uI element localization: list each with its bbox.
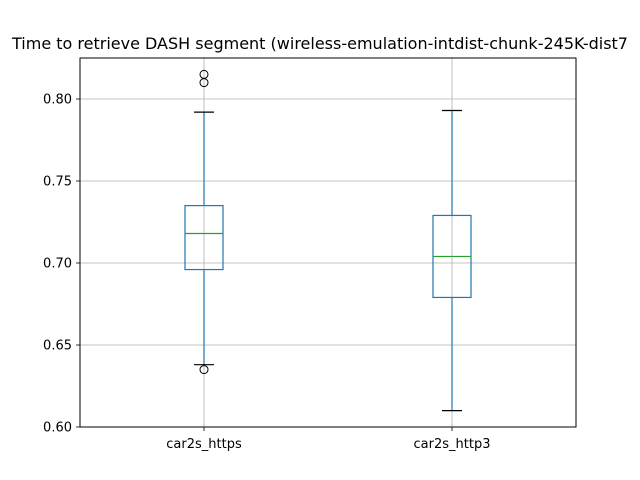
y-tick-label: 0.80	[43, 93, 72, 108]
chart-title: Time to retrieve DASH segment (wireless-…	[11, 34, 628, 53]
axes: 0.60 0.65 0.70 0.75 0.80 car2s_https car2s_htt…	[43, 93, 490, 453]
y-tick-label: 0.65	[43, 339, 72, 354]
plot-area-frame	[79, 57, 577, 428]
grid-lines	[80, 58, 576, 428]
box-car2s_https	[184, 69, 224, 375]
box-car2s_http3	[432, 109, 472, 412]
x-tick-label: car2s_https	[166, 437, 242, 452]
iqr-box	[184, 205, 224, 271]
outlier-point	[199, 69, 209, 79]
box-layer	[184, 69, 472, 412]
y-tick-label: 0.60	[43, 421, 72, 436]
x-tick-label: car2s_http3	[414, 437, 491, 452]
outlier-point	[199, 365, 209, 375]
y-tick-label: 0.75	[43, 175, 72, 190]
y-tick-label: 0.70	[43, 257, 72, 272]
